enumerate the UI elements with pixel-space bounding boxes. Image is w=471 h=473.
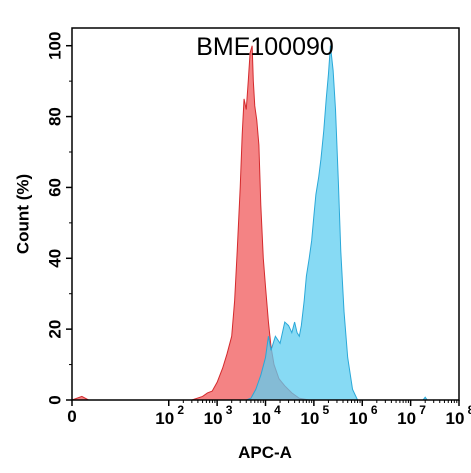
x-tick-label: 10 bbox=[446, 409, 465, 428]
y-tick-label: 0 bbox=[45, 395, 64, 404]
axis-layer: 0204060801000102103104105106107108 bbox=[45, 32, 471, 428]
chart-title: BME100090 bbox=[196, 33, 334, 61]
x-tick-exponent: 8 bbox=[468, 403, 471, 417]
x-tick-label: 10 bbox=[204, 409, 223, 428]
x-tick-label: 0 bbox=[67, 407, 76, 426]
y-tick-label: 100 bbox=[45, 32, 64, 60]
x-tick-exponent: 5 bbox=[323, 403, 330, 417]
x-tick-exponent: 2 bbox=[177, 403, 184, 417]
y-tick-label: 40 bbox=[45, 249, 64, 268]
plot-layer bbox=[71, 45, 429, 401]
x-tick-exponent: 4 bbox=[274, 403, 281, 417]
series-2-area bbox=[246, 45, 429, 401]
x-tick-exponent: 6 bbox=[371, 403, 378, 417]
x-tick-exponent: 3 bbox=[226, 403, 233, 417]
y-tick-label: 60 bbox=[45, 178, 64, 197]
y-axis-label: Count (%) bbox=[13, 174, 32, 254]
x-tick-label: 10 bbox=[155, 409, 174, 428]
x-tick-label: 10 bbox=[397, 409, 416, 428]
x-axis-label: APC-A bbox=[238, 443, 292, 462]
x-tick-label: 10 bbox=[300, 409, 319, 428]
y-tick-label: 20 bbox=[45, 320, 64, 339]
x-tick-label: 10 bbox=[252, 409, 271, 428]
x-tick-label: 10 bbox=[349, 409, 368, 428]
x-tick-exponent: 7 bbox=[419, 403, 426, 417]
y-tick-label: 80 bbox=[45, 107, 64, 126]
